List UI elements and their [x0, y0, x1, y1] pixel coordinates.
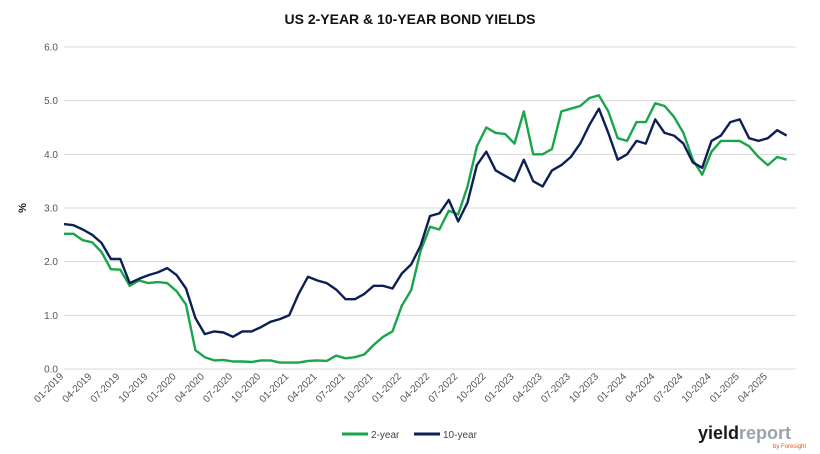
x-tick-label-20: 01-2024 [595, 371, 629, 405]
x-tick-label-7: 10-2020 [229, 371, 263, 405]
yieldreport-logo: yieldreport by Foresight [698, 423, 806, 450]
x-tick-label-22: 07-2024 [652, 371, 686, 405]
legend-label-2-year: 2-year [371, 430, 400, 441]
x-tick-label-12: 01-2022 [370, 371, 404, 405]
x-tick-label-13: 04-2022 [398, 371, 432, 405]
x-tick-label-6: 07-2020 [201, 371, 235, 405]
x-tick-label-21: 04-2024 [624, 371, 658, 405]
legend-label-10-year: 10-year [443, 430, 478, 441]
x-tick-label-9: 04-2021 [286, 371, 320, 405]
x-tick-label-11: 10-2021 [342, 371, 376, 405]
y-tick-label-0: 0.0 [44, 365, 58, 376]
x-tick-label-17: 04-2023 [511, 371, 545, 405]
series-layer [63, 94, 788, 364]
x-tick-label-14: 07-2022 [427, 371, 461, 405]
svg-text:yieldreport: yieldreport [698, 423, 791, 443]
y-tick-label-5: 5.0 [44, 96, 58, 107]
x-tick-label-15: 10-2022 [455, 371, 489, 405]
series-line-2-year [64, 94, 787, 364]
x-tick-label-23: 10-2024 [680, 371, 714, 405]
x-tick-label-5: 04-2020 [173, 371, 207, 405]
y-axis-ticks: 0.0 1.0 2.0 3.0 4.0 5.0 6.0 [44, 43, 58, 376]
chart-title: US 2-YEAR & 10-YEAR BOND YIELDS [284, 11, 535, 27]
x-tick-label-0: 01-2019 [32, 371, 66, 405]
logo-part-yield: yield [698, 423, 739, 443]
logo-subtitle: by Foresight [773, 444, 806, 450]
legend: 2-year 10-year [342, 430, 478, 441]
logo-part-report: report [739, 423, 791, 443]
x-tick-label-16: 01-2023 [483, 371, 517, 405]
series-line-10-year [63, 107, 788, 338]
y-tick-label-6: 6.0 [44, 43, 58, 54]
x-tick-label-3: 10-2019 [117, 371, 151, 405]
x-tick-label-24: 01-2025 [708, 371, 742, 405]
x-tick-label-2: 07-2019 [89, 371, 123, 405]
y-tick-label-1: 1.0 [44, 311, 58, 322]
x-tick-label-10: 07-2021 [314, 371, 348, 405]
x-tick-label-19: 10-2023 [567, 371, 601, 405]
x-tick-label-1: 04-2019 [61, 371, 95, 405]
y-tick-label-3: 3.0 [44, 204, 58, 215]
gridlines [64, 46, 796, 370]
x-axis-ticks: 01-201904-201907-201910-201901-202004-20… [32, 371, 770, 405]
x-tick-label-18: 07-2023 [539, 371, 573, 405]
x-tick-label-25: 04-2025 [736, 371, 770, 405]
y-axis-label: % [17, 203, 29, 213]
x-tick-label-4: 01-2020 [145, 371, 179, 405]
y-tick-label-4: 4.0 [44, 150, 58, 161]
x-tick-label-8: 01-2021 [258, 371, 292, 405]
y-tick-label-2: 2.0 [44, 257, 58, 268]
